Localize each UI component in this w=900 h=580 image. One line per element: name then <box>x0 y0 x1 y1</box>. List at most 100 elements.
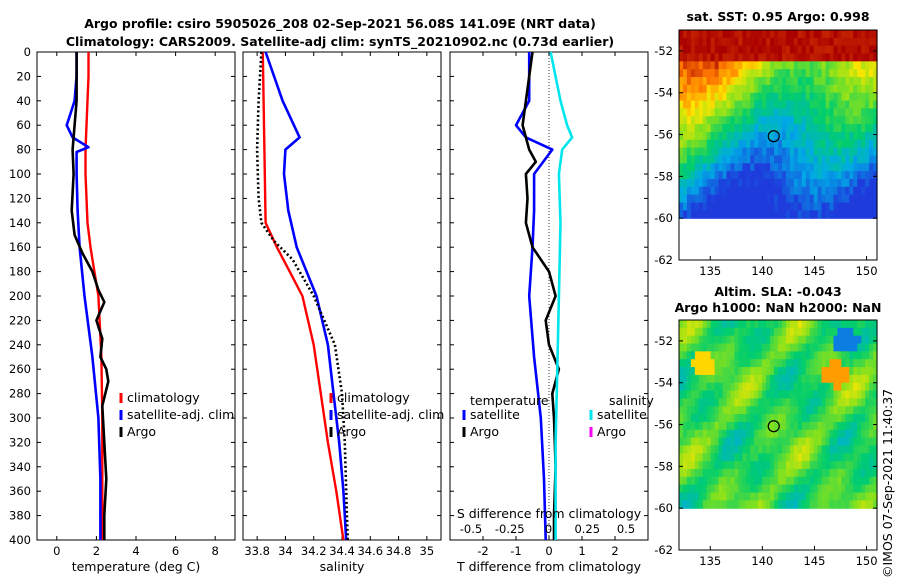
sst-cell <box>734 100 739 110</box>
sst-cell <box>781 108 787 117</box>
sla-cell <box>686 406 692 415</box>
sla-cell <box>861 453 866 462</box>
sst-cell <box>809 61 815 70</box>
sla-cell <box>742 374 747 384</box>
sst-cell <box>865 131 870 141</box>
sla-cell <box>829 343 835 352</box>
sla-cell <box>722 414 728 423</box>
sst-cell <box>726 202 732 211</box>
sst-cell <box>706 155 712 164</box>
sla-cell <box>722 374 728 384</box>
sst-cell <box>857 171 862 180</box>
sla-cell <box>841 343 846 352</box>
sla-cell <box>793 468 799 478</box>
sst-cell <box>801 178 807 188</box>
sla-cell <box>738 437 743 447</box>
sla-cell <box>865 429 870 439</box>
sst-cell <box>682 186 688 196</box>
sst-cell <box>758 186 763 196</box>
sla-cell <box>718 461 724 470</box>
sst-cell <box>809 77 815 86</box>
sst-xtick-label: 150 <box>856 264 878 278</box>
sst-cell <box>785 61 791 70</box>
sst-cell <box>682 37 688 47</box>
sla-cell <box>750 343 755 352</box>
sst-cell <box>698 147 704 157</box>
sst-cell <box>734 45 739 55</box>
sst-cell <box>853 186 858 196</box>
sst-cell <box>825 84 831 94</box>
sst-cell <box>682 131 688 141</box>
sla-cell <box>690 500 696 509</box>
sla-cell <box>789 374 795 384</box>
sla-cell <box>785 390 791 400</box>
sla-cell <box>821 414 827 423</box>
sst-cell <box>750 202 755 211</box>
sst-cell <box>781 61 787 70</box>
sla-cell <box>853 484 858 494</box>
sst-cell <box>750 155 755 164</box>
sst-cell <box>738 131 743 141</box>
sla-cell <box>679 351 684 360</box>
sst-cell <box>805 155 811 164</box>
sla-cell <box>774 429 779 439</box>
sla-cell <box>710 453 716 462</box>
sla-cell <box>793 453 799 462</box>
sla-cell <box>778 445 783 454</box>
sla-cell <box>694 492 700 501</box>
sla-cell <box>861 335 866 345</box>
sla-cell <box>690 367 696 376</box>
sla-cell <box>809 327 815 337</box>
sla-cell <box>797 320 803 329</box>
sst-cell <box>746 30 751 39</box>
sst-cell <box>845 92 850 102</box>
sst-cell <box>837 131 842 141</box>
sst-cell <box>857 108 862 117</box>
sla-cell <box>774 382 779 392</box>
sla-cell <box>797 335 803 345</box>
sst-cell <box>718 147 724 157</box>
sst-cell <box>766 186 771 196</box>
sla-frame <box>678 319 878 551</box>
diff-s-tick-label: 0 <box>545 522 552 536</box>
sst-cell <box>694 171 700 180</box>
sla-cell <box>801 390 807 400</box>
sla-cell <box>710 367 716 376</box>
sst-cell <box>734 84 739 94</box>
sst-cell <box>829 53 835 62</box>
sst-cell <box>710 84 716 94</box>
sst-cell <box>714 37 720 47</box>
sst-cell <box>746 194 751 204</box>
sla-cell <box>746 398 751 407</box>
sst-cell <box>738 45 743 55</box>
sst-cell <box>726 61 732 70</box>
sst-cell <box>805 53 811 62</box>
sla-cell <box>829 335 835 345</box>
depth-tick-label: 400 <box>9 533 31 547</box>
sst-cell <box>706 108 712 117</box>
sla-cell <box>821 320 827 329</box>
sst-cell <box>813 178 819 188</box>
sst-cell <box>853 163 858 172</box>
sst-cell <box>861 108 866 117</box>
sst-cell <box>817 92 823 102</box>
sla-cell <box>857 461 862 470</box>
sla-cell <box>722 445 728 454</box>
sla-cell <box>750 351 755 360</box>
sla-cell <box>845 445 850 454</box>
sst-cell <box>762 186 767 196</box>
sst-cell <box>813 147 819 157</box>
sla-cell <box>730 500 736 509</box>
sla-cell <box>770 398 775 407</box>
sst-cell <box>849 171 854 180</box>
sla-cell <box>805 359 811 368</box>
sst-cell <box>793 53 799 62</box>
sla-cell <box>865 492 870 501</box>
sla-cell <box>738 320 743 329</box>
sst-cell <box>778 139 783 149</box>
sst-cell <box>813 92 819 102</box>
sla-cell <box>797 445 803 454</box>
sla-cell <box>679 437 684 447</box>
sla-cell <box>690 453 696 462</box>
sla-cell <box>742 421 747 431</box>
